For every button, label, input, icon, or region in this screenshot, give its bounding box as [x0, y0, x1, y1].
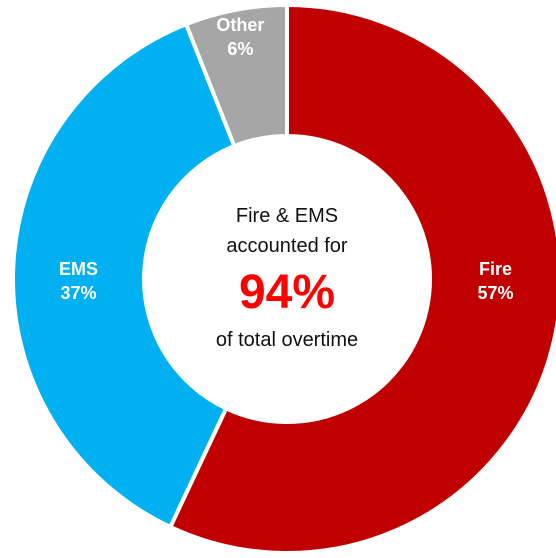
slice-value-label: 37%	[60, 283, 96, 303]
slice-labels: Fire 57% EMS 37% Other 6%	[59, 15, 514, 303]
slice-other	[184, 3, 289, 149]
slice-label-fire: Fire 57%	[477, 259, 513, 303]
center-line-3: of total overtime	[216, 329, 358, 351]
center-highlight-percent: 94%	[239, 266, 335, 319]
slice-label-other: Other 6%	[216, 15, 264, 59]
slice-ems	[11, 22, 237, 529]
slice-category-label: EMS	[59, 259, 98, 279]
slice-value-label: 6%	[227, 39, 253, 59]
donut-slices	[11, 3, 556, 555]
slice-category-label: Fire	[479, 259, 512, 279]
center-annotation: Fire & EMS accounted for 94% of total ov…	[216, 205, 358, 351]
slice-label-ems: EMS 37%	[59, 259, 98, 303]
center-line-2: accounted for	[226, 235, 348, 257]
center-line-1: Fire & EMS	[236, 205, 338, 227]
slice-fire	[168, 3, 556, 555]
slice-category-label: Other	[216, 15, 264, 35]
slice-value-label: 57%	[477, 283, 513, 303]
